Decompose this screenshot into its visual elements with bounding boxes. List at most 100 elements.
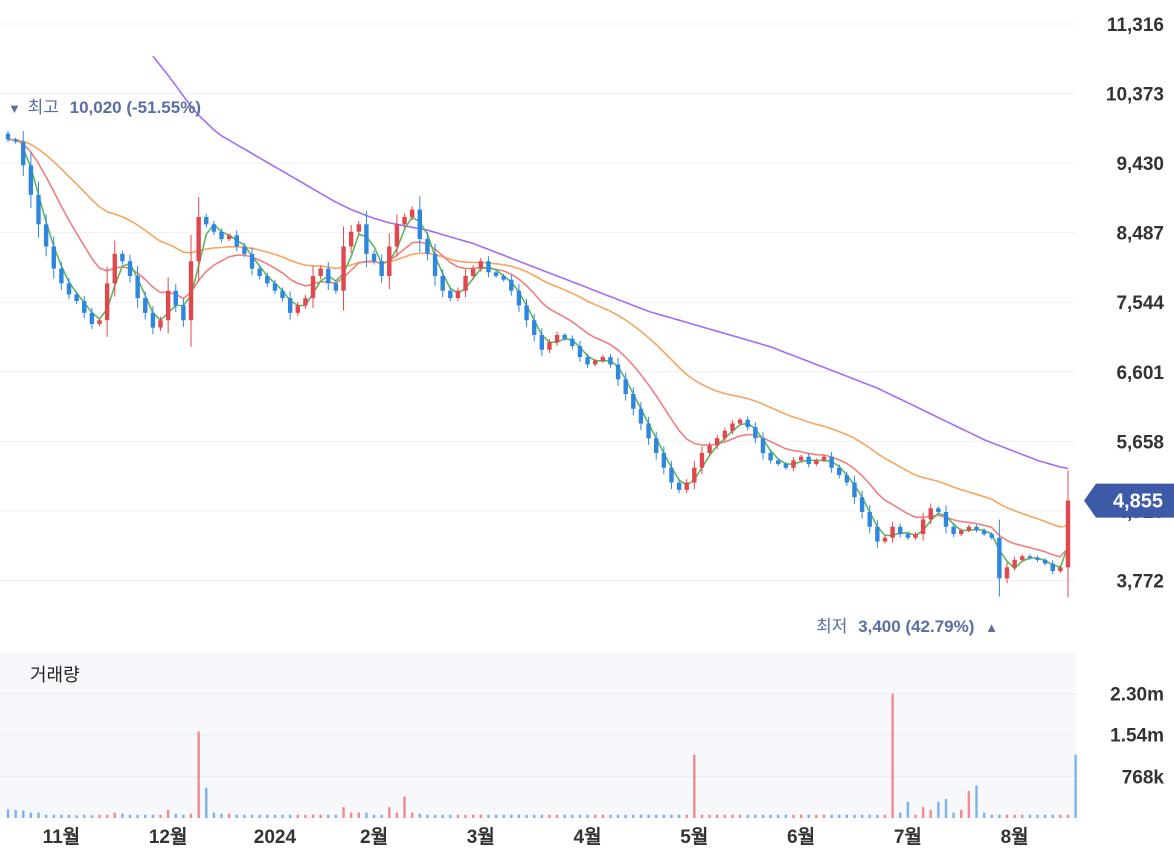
low-value: 3,400 (42.79%)	[858, 617, 974, 636]
current-price-label: 4,855	[1113, 491, 1163, 513]
volume-bar	[288, 814, 292, 818]
volume-bar	[418, 813, 421, 818]
candle-body	[623, 379, 628, 394]
x-tick-label: 7월	[894, 826, 922, 848]
candle-body	[188, 261, 194, 321]
candle-body	[1020, 556, 1025, 560]
volume-bar	[6, 809, 10, 818]
volume-bar	[22, 810, 25, 818]
candle-body	[287, 298, 293, 313]
volume-bar	[296, 814, 299, 818]
volume-bar	[220, 813, 223, 818]
candle-body	[326, 268, 331, 284]
volume-bar	[182, 814, 185, 818]
candle-body	[51, 246, 56, 269]
volume-bar	[266, 814, 269, 818]
candle-body	[684, 482, 689, 490]
candle-body	[1027, 556, 1033, 558]
candle-body	[257, 268, 262, 276]
volume-bar	[464, 814, 467, 818]
candle-body	[928, 508, 933, 520]
volume-bar	[1051, 814, 1054, 818]
candle-body	[852, 482, 857, 498]
x-tick-label: 8월	[1001, 826, 1029, 848]
candle-body	[409, 209, 415, 217]
volume-bar	[471, 814, 475, 818]
candle-body	[859, 497, 865, 512]
price-tick-label: 3,772	[1116, 571, 1164, 592]
candle-body	[585, 357, 590, 365]
candle-body	[173, 290, 178, 306]
volume-bar	[632, 814, 635, 818]
candle-body	[310, 275, 316, 299]
candle-body	[890, 526, 895, 538]
volume-bar	[334, 814, 338, 818]
volume-bar	[319, 814, 322, 818]
candle-body	[135, 275, 140, 299]
candle-body	[692, 467, 697, 483]
volume-bar	[998, 814, 1001, 818]
volume-bar	[777, 814, 780, 818]
candle-body	[5, 133, 11, 140]
volume-bar	[868, 814, 871, 818]
candle-body	[448, 290, 453, 299]
candle-body	[699, 452, 705, 468]
candle-body	[387, 246, 392, 276]
candle-body	[1058, 567, 1063, 572]
volume-bar	[616, 814, 620, 818]
candle-body	[539, 334, 545, 350]
volume-bar	[1013, 814, 1016, 818]
svg-text:▼ 최고 10,020 (-: ▼ 최고 10,020 (-51.55%)	[8, 98, 201, 117]
volume-bar	[960, 809, 963, 818]
candle-body	[791, 460, 796, 468]
candle-body	[417, 209, 422, 240]
candle-body	[242, 246, 247, 254]
volume-bar	[769, 814, 772, 818]
candle-body	[707, 445, 712, 453]
candle-body	[997, 537, 1002, 579]
volume-bar	[166, 809, 170, 818]
candle-body	[844, 475, 850, 483]
volume-bar	[792, 814, 795, 818]
volume-bar	[83, 814, 86, 818]
volume-bar	[144, 814, 147, 818]
volume-bar	[243, 814, 246, 818]
candle-body	[97, 320, 102, 324]
candlesticks	[5, 130, 1071, 598]
volume-bar	[853, 814, 856, 818]
high-marker: ▼	[8, 101, 21, 116]
candle-body	[615, 364, 621, 380]
price-tick-label: 9,430	[1116, 154, 1164, 175]
volume-bar	[906, 801, 910, 818]
volume-bar	[990, 814, 993, 818]
candle-body	[127, 261, 133, 276]
candle-body	[104, 283, 110, 321]
x-tick-label: 2024	[254, 827, 297, 848]
candle-body	[737, 419, 743, 424]
volume-bar	[662, 814, 666, 818]
volume-bar	[601, 814, 605, 818]
volume-bar	[250, 814, 254, 818]
volume-bar	[121, 813, 124, 818]
volume-bar	[716, 814, 719, 818]
volume-bar	[548, 814, 551, 818]
candle-body	[478, 261, 484, 269]
price-tick-label: 7,544	[1116, 293, 1164, 314]
volume-bar	[815, 814, 818, 818]
candle-body	[875, 526, 880, 542]
volume-tick-label: 768k	[1122, 767, 1165, 788]
volume-bar	[967, 790, 971, 818]
volume-bar	[44, 814, 48, 818]
volume-bar	[708, 814, 711, 818]
price-tick-label: 5,658	[1116, 432, 1164, 453]
candle-body	[920, 519, 926, 535]
volume-bar	[982, 812, 986, 818]
low-marker: ▲	[985, 620, 998, 635]
volume-bar	[563, 814, 566, 818]
volume-bar	[235, 814, 238, 818]
volume-bar	[883, 814, 887, 818]
volume-bar	[571, 814, 574, 818]
volume-bar	[304, 814, 307, 818]
